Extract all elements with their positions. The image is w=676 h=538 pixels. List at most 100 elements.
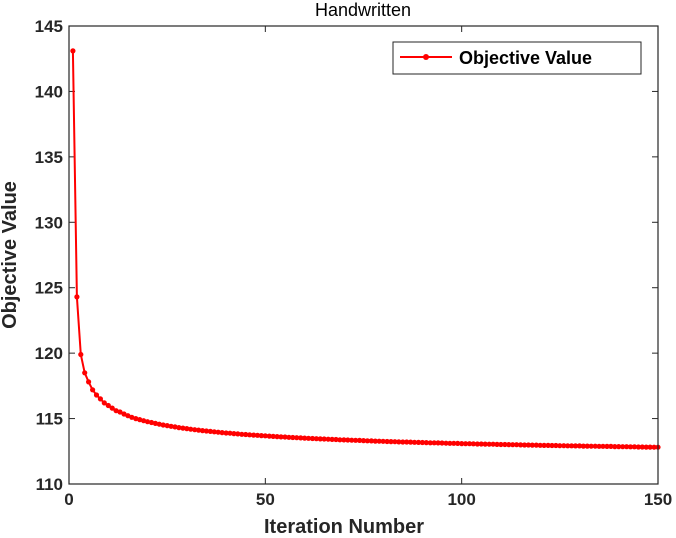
y-tick-label: 130 bbox=[35, 213, 63, 232]
data-point bbox=[541, 442, 547, 448]
data-point bbox=[325, 436, 331, 442]
data-point bbox=[254, 432, 261, 438]
y-tick-label: 140 bbox=[35, 82, 63, 101]
data-point bbox=[569, 443, 575, 449]
legend: Objective Value bbox=[392, 41, 642, 75]
data-point bbox=[482, 441, 488, 447]
data-point bbox=[529, 442, 535, 448]
data-point bbox=[235, 431, 241, 437]
data-point bbox=[282, 434, 288, 440]
data-point bbox=[525, 442, 532, 448]
data-point bbox=[333, 436, 339, 443]
data-point bbox=[203, 428, 209, 434]
data-point bbox=[294, 435, 300, 441]
data-point bbox=[545, 442, 551, 448]
x-tick-label: 150 bbox=[644, 490, 672, 509]
data-point bbox=[223, 430, 229, 436]
data-point bbox=[455, 440, 461, 446]
data-point bbox=[651, 444, 657, 450]
data-point bbox=[93, 392, 100, 398]
y-tick-label: 115 bbox=[36, 410, 63, 429]
data-point bbox=[278, 434, 284, 440]
data-point bbox=[588, 443, 594, 449]
data-point bbox=[415, 439, 422, 445]
data-point bbox=[317, 436, 323, 442]
data-point bbox=[470, 441, 476, 447]
data-point bbox=[486, 441, 492, 447]
data-point bbox=[510, 442, 516, 448]
data-point bbox=[408, 439, 414, 445]
data-point bbox=[439, 440, 445, 446]
data-point bbox=[502, 441, 508, 448]
data-point bbox=[219, 430, 225, 436]
data-point bbox=[86, 379, 92, 385]
data-point bbox=[78, 351, 84, 358]
data-point bbox=[176, 425, 182, 431]
data-point bbox=[133, 416, 139, 422]
data-point bbox=[184, 426, 190, 432]
data-point bbox=[321, 436, 327, 442]
data-point bbox=[404, 439, 410, 445]
plot-frame bbox=[68, 25, 659, 485]
data-point bbox=[113, 408, 119, 414]
data-point bbox=[443, 440, 449, 446]
data-point bbox=[514, 442, 520, 448]
x-tick-label: 50 bbox=[256, 490, 275, 509]
data-point bbox=[466, 441, 473, 447]
x-tick-label: 0 bbox=[64, 490, 73, 509]
data-point bbox=[521, 442, 528, 448]
data-point bbox=[478, 441, 484, 447]
data-point bbox=[117, 409, 123, 415]
data-point bbox=[298, 435, 304, 441]
data-point bbox=[596, 443, 602, 449]
data-point bbox=[74, 294, 80, 300]
data-point bbox=[572, 443, 579, 449]
data-point bbox=[372, 438, 378, 444]
data-point bbox=[192, 427, 198, 433]
data-point bbox=[172, 424, 178, 430]
plot-area bbox=[69, 26, 658, 484]
data-point bbox=[423, 440, 429, 446]
data-point bbox=[604, 443, 610, 449]
data-point bbox=[396, 439, 402, 445]
data-point bbox=[247, 432, 253, 438]
data-point bbox=[631, 444, 638, 450]
data-point bbox=[549, 442, 555, 449]
data-point bbox=[431, 440, 437, 446]
data-point bbox=[494, 441, 500, 447]
data-point bbox=[357, 437, 363, 443]
data-point bbox=[156, 421, 162, 427]
data-point bbox=[109, 405, 115, 411]
data-point bbox=[180, 425, 186, 431]
data-point bbox=[561, 443, 567, 449]
data-point bbox=[518, 442, 524, 448]
data-point bbox=[211, 429, 217, 435]
data-point bbox=[302, 435, 308, 441]
y-tick-label: 110 bbox=[36, 475, 63, 494]
data-point bbox=[258, 433, 264, 439]
data-point bbox=[286, 434, 292, 440]
data-point bbox=[243, 431, 249, 438]
data-point bbox=[101, 400, 107, 406]
data-point bbox=[643, 444, 649, 450]
data-point bbox=[188, 426, 194, 432]
data-point bbox=[345, 437, 351, 443]
data-point bbox=[447, 440, 453, 446]
data-point bbox=[647, 444, 653, 450]
data-point bbox=[364, 438, 370, 444]
data-point bbox=[231, 431, 237, 437]
data-point bbox=[239, 431, 245, 437]
data-point bbox=[251, 432, 257, 438]
data-point bbox=[376, 438, 382, 444]
data-point bbox=[164, 423, 170, 429]
data-point bbox=[148, 419, 155, 426]
data-point bbox=[635, 444, 642, 450]
data-point bbox=[160, 422, 166, 428]
data-point bbox=[227, 430, 233, 436]
data-point bbox=[129, 414, 135, 420]
data-point bbox=[270, 433, 276, 439]
data-point bbox=[533, 442, 539, 448]
data-point bbox=[427, 440, 433, 446]
data-point bbox=[82, 370, 88, 376]
x-tick-label: 100 bbox=[447, 490, 475, 509]
